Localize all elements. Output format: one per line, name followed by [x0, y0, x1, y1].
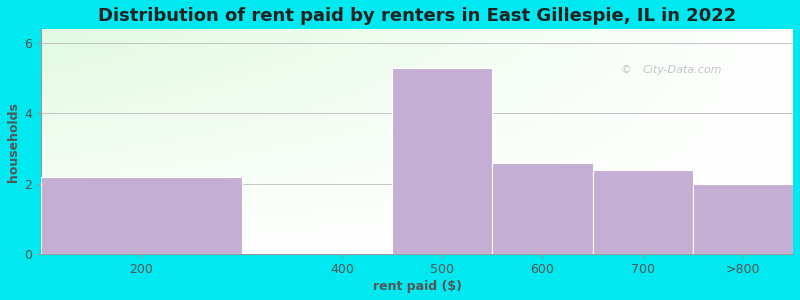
- Bar: [593, 169, 693, 254]
- Bar: [392, 68, 492, 254]
- Bar: [593, 169, 693, 254]
- Title: Distribution of rent paid by renters in East Gillespie, IL in 2022: Distribution of rent paid by renters in …: [98, 7, 736, 25]
- Bar: [693, 184, 793, 254]
- Text: ©: ©: [620, 65, 631, 75]
- Bar: [693, 184, 793, 254]
- Bar: [41, 177, 242, 254]
- Bar: [492, 163, 593, 254]
- Bar: [41, 177, 242, 254]
- Bar: [492, 163, 593, 254]
- Y-axis label: households: households: [7, 102, 20, 182]
- X-axis label: rent paid ($): rent paid ($): [373, 280, 462, 293]
- Text: City-Data.com: City-Data.com: [642, 65, 722, 75]
- Bar: [392, 68, 492, 254]
